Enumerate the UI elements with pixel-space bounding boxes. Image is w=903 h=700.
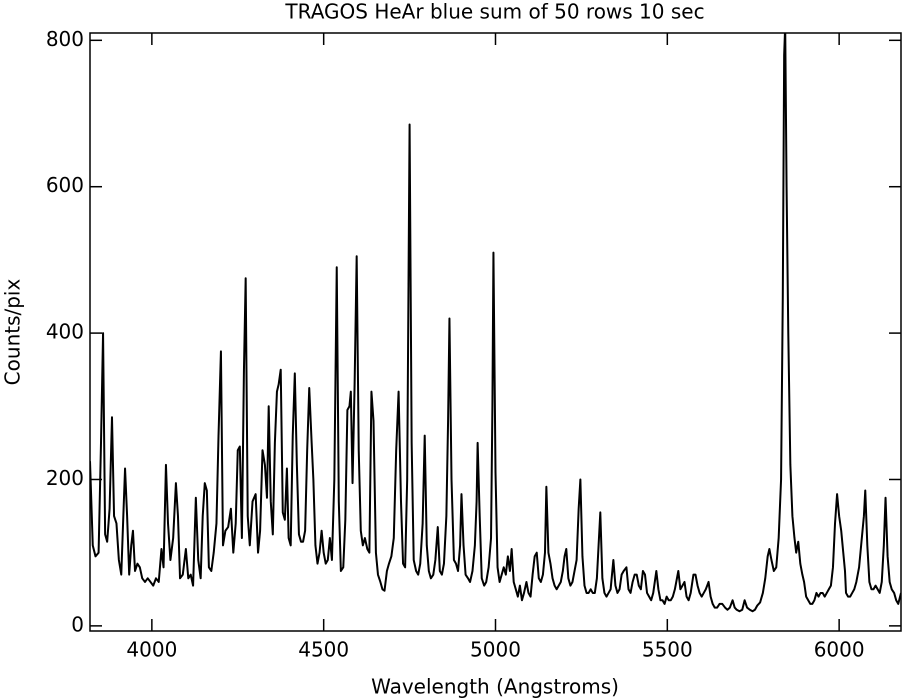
x-tick-label: 6000	[814, 638, 865, 662]
x-tick-label: 5500	[642, 638, 693, 662]
chart-title: TRAGOS HeAr blue sum of 50 rows 10 sec	[284, 0, 704, 24]
y-tick-label: 600	[46, 173, 84, 197]
x-tick-label: 5000	[470, 638, 521, 662]
y-axis-label: Counts/pix	[1, 279, 25, 386]
x-axis-label: Wavelength (Angstroms)	[371, 675, 619, 699]
x-tick-label: 4000	[126, 638, 177, 662]
spectrum-line	[90, 33, 901, 613]
y-tick-label: 400	[46, 320, 84, 344]
y-tick-label: 0	[71, 612, 84, 636]
y-tick-label: 200	[46, 466, 84, 490]
y-tick-label: 800	[46, 27, 84, 51]
x-tick-label: 4500	[298, 638, 349, 662]
